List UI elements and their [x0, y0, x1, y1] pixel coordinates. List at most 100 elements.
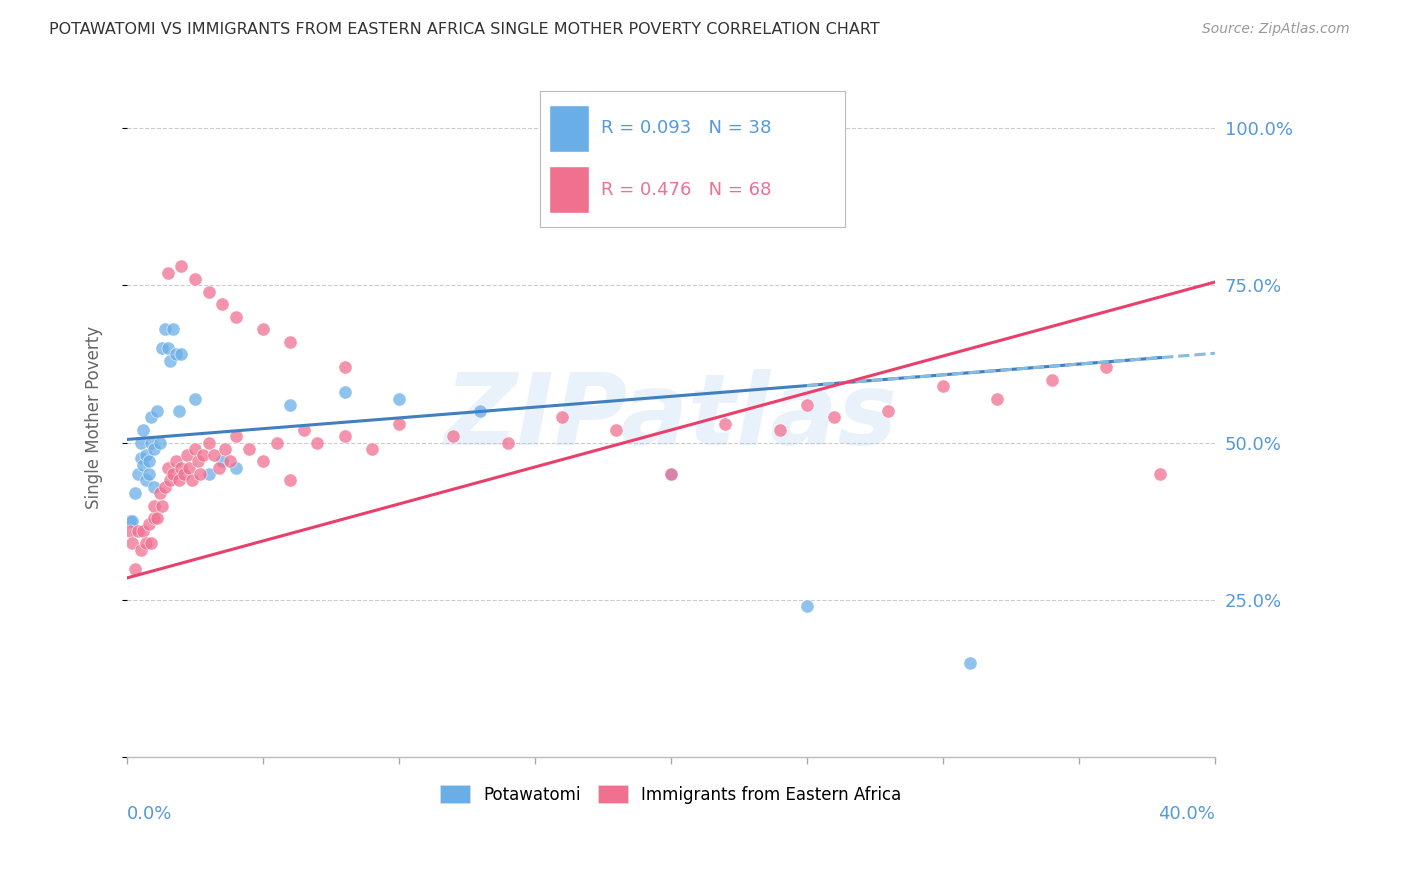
Point	[176, 448, 198, 462]
Point	[796, 599, 818, 614]
Point	[141, 536, 163, 550]
Point	[143, 499, 166, 513]
Point	[167, 404, 190, 418]
Point	[165, 347, 187, 361]
Text: ZIPatlas: ZIPatlas	[444, 369, 897, 466]
Point	[162, 322, 184, 336]
Point	[156, 341, 179, 355]
Point	[150, 341, 173, 355]
Point	[159, 474, 181, 488]
Point	[986, 392, 1008, 406]
Point	[132, 423, 155, 437]
Point	[208, 460, 231, 475]
Point	[333, 385, 356, 400]
Point	[214, 442, 236, 456]
Text: Source: ZipAtlas.com: Source: ZipAtlas.com	[1202, 22, 1350, 37]
Point	[184, 272, 207, 286]
Point	[156, 266, 179, 280]
Point	[441, 429, 464, 443]
Point	[184, 442, 207, 456]
Point	[132, 458, 155, 472]
Point	[225, 460, 247, 475]
Point	[769, 423, 792, 437]
Point	[148, 486, 170, 500]
Point	[1095, 359, 1118, 374]
Point	[266, 435, 288, 450]
Point	[181, 474, 204, 488]
Point	[360, 442, 382, 456]
Point	[188, 467, 211, 481]
Point	[141, 410, 163, 425]
Point	[823, 410, 845, 425]
Point	[278, 398, 301, 412]
Point	[197, 435, 219, 450]
Point	[162, 467, 184, 481]
Point	[211, 297, 233, 311]
Point	[153, 322, 176, 336]
Point	[138, 454, 160, 468]
Point	[121, 536, 143, 550]
Point	[132, 524, 155, 538]
Point	[159, 353, 181, 368]
Point	[1149, 467, 1171, 481]
Point	[135, 474, 157, 488]
Point	[225, 310, 247, 324]
Point	[124, 561, 146, 575]
Point	[278, 334, 301, 349]
Point	[167, 474, 190, 488]
Point	[219, 454, 242, 468]
Point	[138, 517, 160, 532]
Point	[659, 467, 682, 481]
Point	[307, 435, 329, 450]
Point	[605, 423, 627, 437]
Point	[150, 499, 173, 513]
Point	[197, 285, 219, 299]
Text: POTAWATOMI VS IMMIGRANTS FROM EASTERN AFRICA SINGLE MOTHER POVERTY CORRELATION C: POTAWATOMI VS IMMIGRANTS FROM EASTERN AF…	[49, 22, 880, 37]
Point	[153, 480, 176, 494]
Point	[333, 429, 356, 443]
Legend: Potawatomi, Immigrants from Eastern Africa: Potawatomi, Immigrants from Eastern Afri…	[433, 779, 908, 810]
Text: 0.0%: 0.0%	[127, 805, 173, 823]
Point	[202, 448, 225, 462]
Point	[141, 435, 163, 450]
Y-axis label: Single Mother Poverty: Single Mother Poverty	[86, 326, 103, 509]
Point	[129, 542, 152, 557]
Point	[129, 435, 152, 450]
Point	[156, 460, 179, 475]
Point	[388, 392, 411, 406]
Point	[659, 467, 682, 481]
Point	[292, 423, 315, 437]
Point	[959, 656, 981, 670]
Point	[551, 410, 574, 425]
Point	[191, 448, 214, 462]
Point	[187, 454, 209, 468]
Point	[143, 511, 166, 525]
Point	[1040, 373, 1063, 387]
Point	[932, 379, 955, 393]
Point	[127, 524, 149, 538]
Point	[165, 454, 187, 468]
Point	[388, 417, 411, 431]
Point	[143, 442, 166, 456]
Point	[633, 120, 655, 135]
Point	[278, 474, 301, 488]
Point	[211, 454, 233, 468]
Point	[170, 347, 193, 361]
Point	[796, 398, 818, 412]
Point	[179, 460, 201, 475]
Point	[146, 404, 169, 418]
Point	[121, 514, 143, 528]
Point	[118, 524, 141, 538]
Point	[877, 404, 900, 418]
Point	[470, 404, 492, 418]
Point	[252, 322, 274, 336]
Point	[129, 451, 152, 466]
Point	[184, 392, 207, 406]
Text: 40.0%: 40.0%	[1159, 805, 1215, 823]
Point	[138, 467, 160, 481]
Point	[146, 511, 169, 525]
Point	[333, 359, 356, 374]
Point	[148, 435, 170, 450]
Point	[238, 442, 260, 456]
Point	[118, 514, 141, 528]
